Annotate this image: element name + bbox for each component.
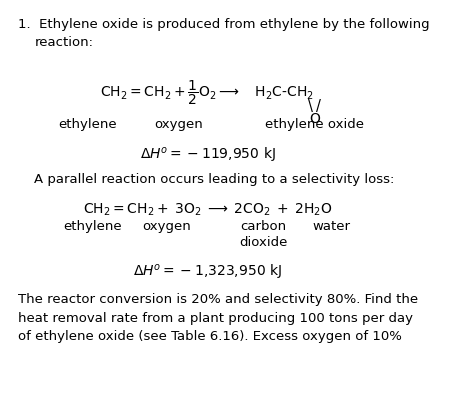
Text: carbon: carbon	[240, 220, 286, 233]
Text: A parallel reaction occurs leading to a selectivity loss:: A parallel reaction occurs leading to a …	[35, 173, 395, 186]
Text: ethylene: ethylene	[63, 220, 121, 233]
Text: $\mathrm{CH_2 = CH_2 + \; 3O_2 \; \longrightarrow \; 2CO_2 \; + \; 2H_2O}$: $\mathrm{CH_2 = CH_2 + \; 3O_2 \; \longr…	[83, 201, 332, 218]
Text: dioxide: dioxide	[239, 236, 287, 249]
Text: $\mathrm{\backslash\; /}$: $\mathrm{\backslash\; /}$	[307, 97, 323, 114]
Text: ethylene: ethylene	[59, 118, 117, 131]
Text: $\mathrm{O}$: $\mathrm{O}$	[309, 112, 321, 126]
Text: oxygen: oxygen	[142, 220, 191, 233]
Text: The reactor conversion is 20% and selectivity 80%. Find the: The reactor conversion is 20% and select…	[18, 293, 418, 306]
Text: heat removal rate from a plant producing 100 tons per day: heat removal rate from a plant producing…	[18, 312, 413, 325]
Text: 1.  Ethylene oxide is produced from ethylene by the following: 1. Ethylene oxide is produced from ethyl…	[18, 18, 429, 31]
Text: $\Delta H^o = -119{,}950 \text{ kJ}$: $\Delta H^o = -119{,}950 \text{ kJ}$	[140, 146, 275, 165]
Text: oxygen: oxygen	[154, 118, 203, 131]
Text: of ethylene oxide (see Table 6.16). Excess oxygen of 10%: of ethylene oxide (see Table 6.16). Exce…	[18, 330, 402, 343]
Text: $\mathrm{CH_2 = CH_2 + \dfrac{1}{2}O_2 \longrightarrow \quad H_2C\text{-}CH_2}$: $\mathrm{CH_2 = CH_2 + \dfrac{1}{2}O_2 \…	[100, 79, 315, 107]
Text: reaction:: reaction:	[35, 36, 93, 49]
Text: water: water	[312, 220, 350, 233]
Text: $\Delta H^o = -1{,}323{,}950 \text{ kJ}$: $\Delta H^o = -1{,}323{,}950 \text{ kJ}$	[133, 263, 282, 282]
Text: ethylene oxide: ethylene oxide	[265, 118, 364, 131]
